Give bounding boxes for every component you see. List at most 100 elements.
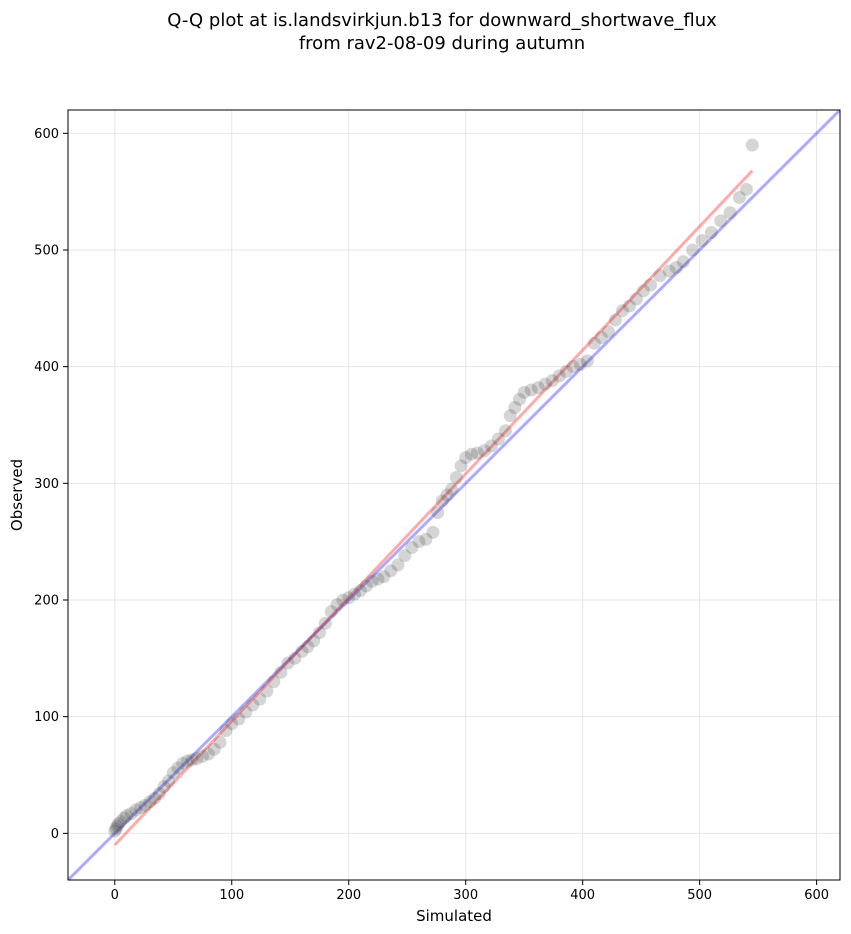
data-point (498, 424, 512, 438)
data-point (676, 255, 690, 269)
data-point (465, 447, 479, 461)
data-point (109, 822, 123, 836)
data-point (143, 795, 157, 809)
data-point (686, 243, 700, 257)
grid-lines (68, 110, 840, 880)
data-point (239, 705, 253, 719)
data-point (171, 761, 185, 775)
data-point (219, 724, 233, 738)
data-point (348, 587, 362, 601)
y-tick-label: 300 (34, 477, 59, 492)
data-point (108, 824, 122, 838)
axis-ticks: 0 100 200 300 400 500 600 0 100 200 300 400 500 600 (34, 127, 829, 903)
data-point (196, 749, 210, 763)
y-tick-label: 400 (34, 360, 59, 375)
data-point (454, 459, 468, 473)
data-point (629, 292, 643, 306)
identity-line (68, 110, 840, 880)
data-point (445, 482, 459, 496)
fit-line (113, 169, 754, 847)
data-point (559, 364, 573, 378)
y-axis-label: Observed (8, 459, 26, 531)
y-tick-label: 200 (34, 594, 59, 609)
x-tick-label: 100 (219, 888, 244, 903)
data-point (213, 735, 227, 749)
data-point (129, 803, 143, 817)
plot-area (68, 110, 840, 880)
data-point (459, 451, 473, 465)
data-point (405, 541, 419, 554)
data-point (573, 357, 587, 371)
data-point (484, 439, 498, 453)
data-point (307, 634, 321, 648)
x-tick-label: 500 (687, 888, 712, 903)
data-point (412, 535, 426, 549)
data-point (608, 313, 622, 327)
data-point (601, 325, 615, 339)
data-point (138, 798, 152, 812)
data-point (470, 446, 484, 460)
data-point (594, 331, 608, 344)
data-point (111, 817, 125, 831)
data-point (353, 584, 367, 598)
data-point (253, 692, 267, 706)
x-tick-label: 600 (804, 888, 829, 903)
data-point (419, 532, 433, 546)
data-point (391, 558, 405, 572)
data-point (622, 299, 636, 313)
data-point (531, 381, 545, 395)
x-tick-label: 200 (336, 888, 361, 903)
data-point (644, 278, 658, 292)
data-point (513, 392, 527, 406)
data-point (180, 754, 194, 768)
data-point (176, 756, 190, 770)
data-point (431, 506, 445, 519)
data-point (440, 488, 454, 502)
data-point (190, 752, 204, 766)
data-point (508, 401, 522, 414)
chart-title: Q-Q plot at is.landsvirkjun.b13 for down… (167, 10, 717, 31)
x-tick-label: 300 (453, 888, 478, 903)
data-point (398, 549, 412, 563)
data-point (732, 191, 746, 204)
y-tick-label: 0 (51, 827, 59, 842)
data-point (739, 182, 753, 196)
data-point (207, 742, 221, 756)
data-point (246, 698, 260, 712)
data-point (359, 579, 373, 593)
data-point (148, 791, 162, 805)
data-point (653, 269, 667, 283)
data-point (704, 226, 718, 239)
data-point (225, 717, 239, 731)
data-point (232, 712, 246, 726)
data-point (491, 432, 505, 446)
data-point (318, 616, 332, 630)
data-point (162, 774, 176, 788)
data-point (330, 598, 344, 612)
data-point (545, 374, 559, 388)
data-point (301, 640, 315, 654)
y-tick-label: 100 (34, 710, 59, 725)
data-point (185, 753, 199, 767)
data-point (110, 819, 124, 833)
data-point (517, 385, 531, 399)
data-point (312, 626, 326, 640)
data-point (566, 360, 580, 374)
data-point (552, 369, 566, 383)
x-axis-label: Simulated (416, 907, 492, 925)
data-point (371, 572, 385, 586)
data-point (114, 815, 128, 829)
plot-frame (67, 109, 841, 881)
data-point (260, 684, 274, 698)
data-point (152, 787, 166, 801)
data-point (477, 444, 491, 458)
data-point (587, 336, 601, 350)
data-point (615, 304, 629, 318)
data-point (377, 570, 391, 584)
data-point (288, 651, 302, 665)
data-point (503, 409, 517, 423)
data-point (336, 593, 350, 607)
data-point (267, 675, 281, 689)
y-tick-label: 600 (34, 127, 59, 142)
